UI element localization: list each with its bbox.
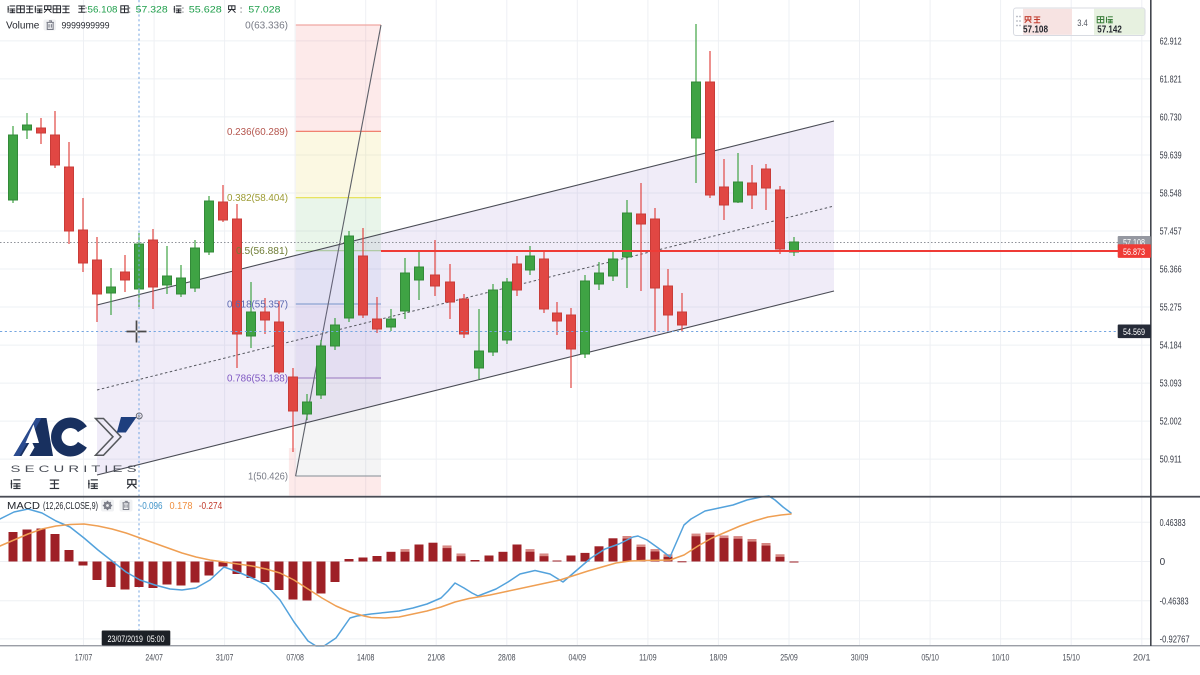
svg-text:52.002: 52.002 — [1160, 417, 1182, 428]
svg-text:30/09: 30/09 — [851, 653, 869, 663]
svg-text:S E C U R I T I E S: S E C U R I T I E S — [11, 464, 137, 475]
svg-text:0.236(60.289): 0.236(60.289) — [227, 127, 288, 138]
svg-text:56.366: 56.366 — [1160, 265, 1182, 276]
svg-text:0.618(55.357): 0.618(55.357) — [227, 300, 288, 311]
svg-text:3.4: 3.4 — [1077, 18, 1088, 29]
svg-text:31/07: 31/07 — [216, 653, 234, 663]
svg-text:28/08: 28/08 — [498, 653, 516, 663]
svg-text:17/07: 17/07 — [75, 653, 93, 663]
svg-text:0.178: 0.178 — [170, 501, 193, 512]
svg-text:50.911: 50.911 — [1160, 455, 1182, 466]
svg-text:53.093: 53.093 — [1160, 379, 1182, 390]
svg-text::: : — [85, 5, 88, 16]
svg-text:0(63.336): 0(63.336) — [245, 21, 288, 32]
svg-text:56.873: 56.873 — [1123, 247, 1145, 258]
svg-text:24/07: 24/07 — [145, 653, 163, 663]
svg-text:0.382(58.404): 0.382(58.404) — [227, 193, 288, 204]
svg-text:0.5(56.881): 0.5(56.881) — [236, 246, 288, 257]
svg-text:54.184: 54.184 — [1160, 341, 1182, 352]
svg-text:59.639: 59.639 — [1160, 151, 1182, 162]
svg-text:55.628: 55.628 — [189, 5, 222, 16]
svg-text:57.108: 57.108 — [1123, 238, 1145, 249]
svg-text:57.142: 57.142 — [1097, 23, 1122, 35]
svg-text:04/09: 04/09 — [569, 653, 587, 663]
svg-text:-0.46383: -0.46383 — [1160, 596, 1189, 607]
svg-text:0.46383: 0.46383 — [1160, 518, 1186, 529]
svg-text:54.569: 54.569 — [1123, 327, 1145, 338]
svg-text:1(50.426): 1(50.426) — [248, 472, 288, 483]
svg-text:-0.92767: -0.92767 — [1160, 635, 1190, 646]
svg-text:(12,26,CLOSE,9): (12,26,CLOSE,9) — [43, 500, 98, 512]
svg-text:14/08: 14/08 — [357, 653, 375, 663]
svg-text:R: R — [138, 414, 142, 419]
svg-text:MACD: MACD — [7, 500, 40, 512]
svg-text:05/10: 05/10 — [921, 653, 939, 663]
svg-text:61.821: 61.821 — [1160, 75, 1182, 86]
svg-text:-0.096: -0.096 — [140, 501, 163, 512]
svg-text:58.548: 58.548 — [1160, 189, 1182, 200]
svg-text:07/08: 07/08 — [286, 653, 304, 663]
svg-text:57.108: 57.108 — [1023, 23, 1048, 35]
svg-text:57.457: 57.457 — [1160, 227, 1182, 238]
svg-text:56.108: 56.108 — [88, 5, 118, 16]
svg-text:25/09: 25/09 — [780, 653, 798, 663]
svg-text:11/09: 11/09 — [639, 653, 657, 663]
svg-text::: : — [240, 5, 243, 16]
svg-text:-0.274: -0.274 — [199, 501, 223, 512]
svg-text:62.912: 62.912 — [1160, 37, 1182, 48]
svg-text::: : — [182, 5, 185, 16]
svg-text:9999999999: 9999999999 — [62, 21, 110, 32]
svg-text:55.275: 55.275 — [1160, 303, 1182, 314]
svg-text:23/07/2019 05:00: 23/07/2019 05:00 — [108, 634, 165, 644]
svg-text:57.028: 57.028 — [248, 5, 280, 16]
svg-text:0.786(53.188): 0.786(53.188) — [227, 374, 288, 385]
svg-text:20/1: 20/1 — [1133, 653, 1151, 663]
svg-text:21/08: 21/08 — [427, 653, 445, 663]
svg-text::: : — [128, 5, 131, 16]
svg-text:18/09: 18/09 — [710, 653, 728, 663]
svg-text:10/10: 10/10 — [992, 653, 1010, 663]
svg-text:60.730: 60.730 — [1160, 113, 1182, 124]
svg-text:57.328: 57.328 — [136, 5, 168, 16]
svg-text:0: 0 — [1160, 557, 1166, 568]
svg-text:15/10: 15/10 — [1062, 653, 1080, 663]
svg-text:Volume: Volume — [6, 21, 40, 32]
